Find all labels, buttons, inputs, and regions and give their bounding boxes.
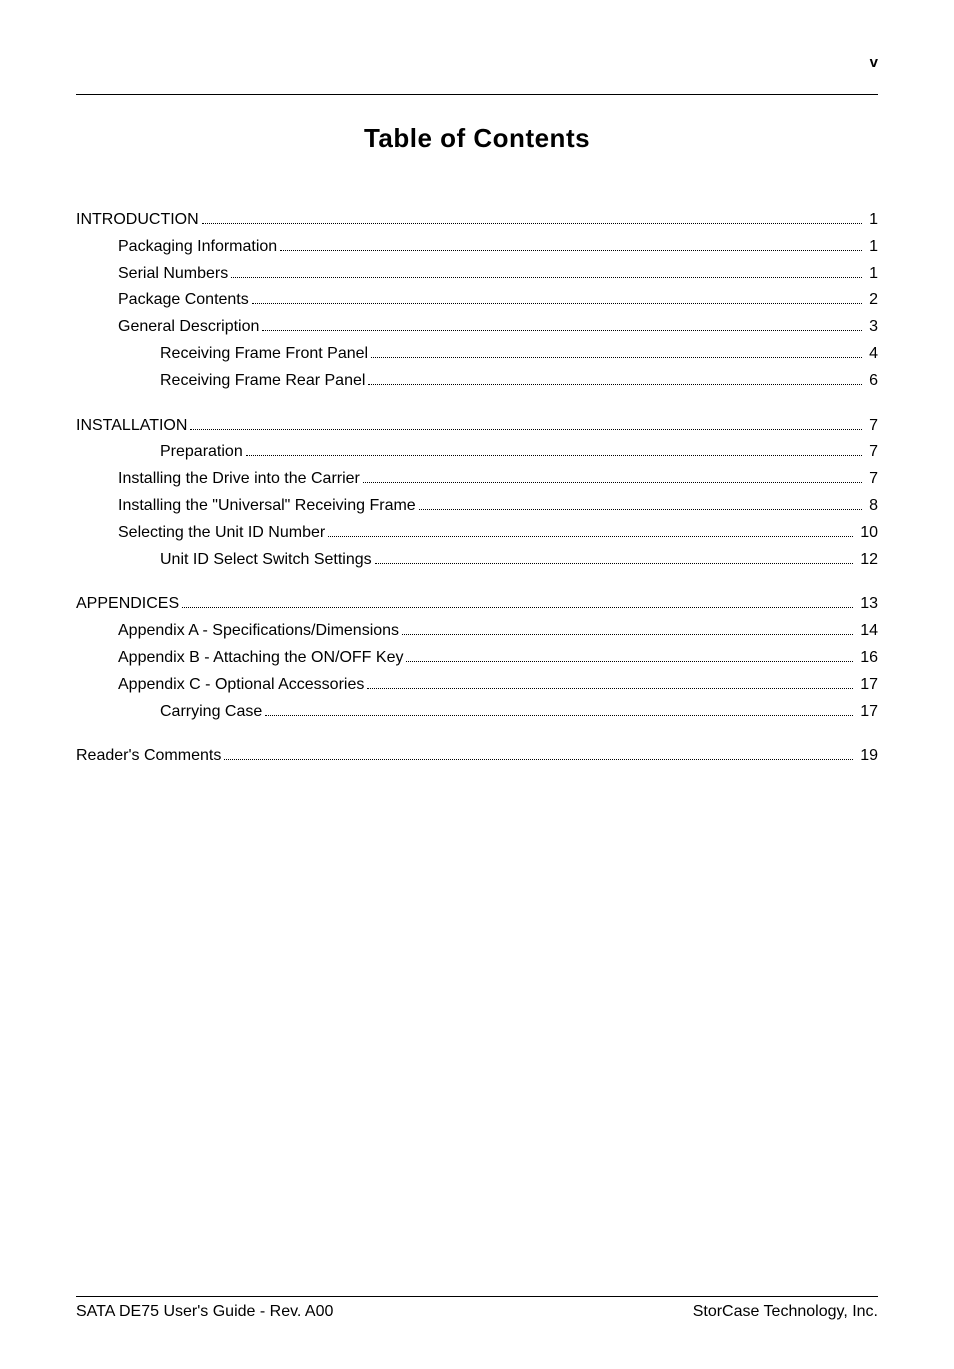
footer-rule [76,1296,878,1297]
toc-label: Packaging Information [118,235,277,260]
toc-row: Unit ID Select Switch Settings 12 [76,548,878,573]
page: v Table of Contents INTRODUCTION1Packagi… [0,0,954,1369]
toc-leader [190,429,862,430]
toc-label: INSTALLATION [76,414,187,439]
toc-label: Installing the Drive into the Carrier [118,467,360,492]
toc-label: Appendix C - Optional Accessories [118,673,364,698]
toc-leader [371,357,862,358]
toc-leader [406,661,853,662]
toc-leader [328,536,853,537]
footer-row: SATA DE75 User's Guide - Rev. A00 StorCa… [76,1303,878,1321]
toc-page: 2 [865,288,878,313]
toc-row: Installing the "Universal" Receiving Fra… [76,494,878,519]
toc-gap [76,574,878,592]
toc-page: 3 [865,315,878,340]
toc-label: Appendix A - Specifications/Dimensions [118,619,399,644]
toc-label: Serial Numbers [118,262,228,287]
toc-row: INSTALLATION 7 [76,414,878,439]
toc-page: 7 [865,440,878,465]
toc-label: General Description [118,315,259,340]
toc-leader [246,455,862,456]
toc-label: Reader's Comments [76,744,221,769]
toc-page: 7 [865,467,878,492]
toc-label: Carrying Case [160,700,262,725]
toc-row: Reader's Comments 19 [76,744,878,769]
toc-page: 19 [856,744,878,769]
toc-page: 4 [865,342,878,367]
toc-row: INTRODUCTION 1 [76,208,878,233]
toc-leader [202,223,862,224]
toc-page: 7 [865,414,878,439]
toc-leader [363,482,862,483]
toc-page: 17 [856,673,878,698]
toc-gap [76,726,878,744]
toc-leader [262,330,862,331]
toc-row: Receiving Frame Rear Panel 6 [76,369,878,394]
toc-leader [368,384,862,385]
toc-page: 10 [856,521,878,546]
table-of-contents: INTRODUCTION1Packaging Information1Seria… [76,208,878,771]
toc-row: Serial Numbers 1 [76,262,878,287]
toc-leader [224,759,853,760]
toc-leader [231,277,862,278]
toc-row: Receiving Frame Front Panel 4 [76,342,878,367]
toc-page: 1 [865,262,878,287]
toc-row: Preparation 7 [76,440,878,465]
toc-page: 12 [856,548,878,573]
toc-leader [419,509,862,510]
toc-page: 16 [856,646,878,671]
toc-page: 6 [865,369,878,394]
toc-gap [76,396,878,414]
toc-row: Appendix C - Optional Accessories 17 [76,673,878,698]
toc-label: Package Contents [118,288,249,313]
toc-row: Installing the Drive into the Carrier 7 [76,467,878,492]
toc-row: General Description 3 [76,315,878,340]
footer: SATA DE75 User's Guide - Rev. A00 StorCa… [76,1296,878,1321]
toc-leader [252,303,862,304]
toc-label: APPENDICES [76,592,179,617]
toc-leader [402,634,853,635]
toc-page: 13 [856,592,878,617]
toc-row: Appendix B - Attaching the ON/OFF Key 16 [76,646,878,671]
toc-row: Selecting the Unit ID Number 10 [76,521,878,546]
toc-row: Carrying Case 17 [76,700,878,725]
toc-leader [182,607,853,608]
toc-page: 1 [865,235,878,260]
toc-label: Selecting the Unit ID Number [118,521,325,546]
toc-page: 1 [865,208,878,233]
toc-label: Receiving Frame Front Panel [160,342,368,367]
toc-label: Installing the "Universal" Receiving Fra… [118,494,416,519]
toc-leader [280,250,862,251]
toc-page: 17 [856,700,878,725]
toc-label: Appendix B - Attaching the ON/OFF Key [118,646,403,671]
toc-row: Packaging Information 1 [76,235,878,260]
toc-label: Unit ID Select Switch Settings [160,548,372,573]
toc-row: Appendix A - Specifications/Dimensions 14 [76,619,878,644]
toc-leader [375,563,854,564]
toc-leader [367,688,853,689]
header: v [76,54,878,95]
toc-label: Receiving Frame Rear Panel [160,369,365,394]
page-number: v [870,54,878,71]
footer-left: SATA DE75 User's Guide - Rev. A00 [76,1303,333,1321]
toc-row: Package Contents 2 [76,288,878,313]
page-title: Table of Contents [76,123,878,154]
toc-page: 14 [856,619,878,644]
toc-page: 8 [865,494,878,519]
toc-row: APPENDICES 13 [76,592,878,617]
toc-label: Preparation [160,440,243,465]
toc-label: INTRODUCTION [76,208,199,233]
footer-right: StorCase Technology, Inc. [693,1303,878,1321]
toc-leader [265,715,853,716]
